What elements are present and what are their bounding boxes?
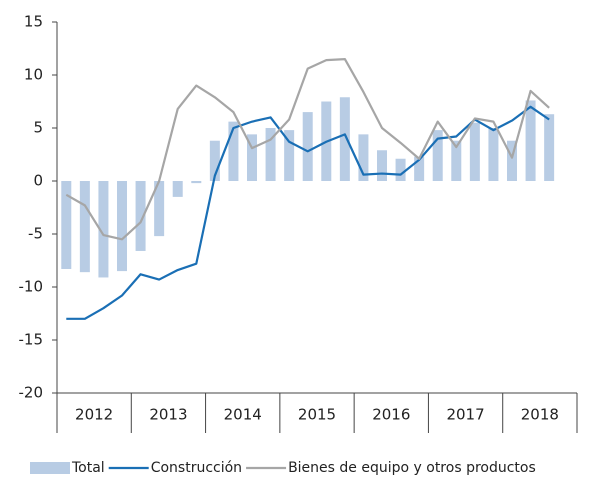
- bar: [135, 181, 146, 251]
- y-tick-label: -5: [28, 225, 43, 243]
- bar: [172, 181, 183, 197]
- bar: [488, 128, 499, 181]
- bar: [117, 181, 127, 272]
- y-tick-label: -15: [19, 331, 44, 349]
- year-label: 2012: [75, 406, 113, 424]
- legend-label: Total: [71, 460, 105, 476]
- year-label: 2016: [372, 406, 410, 424]
- year-label: 2013: [149, 406, 187, 424]
- bar: [544, 114, 555, 181]
- legend-label: Construcción: [151, 460, 242, 476]
- bar: [469, 122, 480, 181]
- bar: [339, 97, 350, 181]
- y-tick-label: 10: [24, 66, 43, 84]
- bar: [377, 150, 387, 181]
- year-label: 2018: [521, 406, 559, 424]
- bar: [432, 130, 443, 181]
- bar: [395, 158, 406, 181]
- y-tick-label: -10: [19, 278, 44, 296]
- bar: [228, 121, 239, 181]
- legend-label: Bienes de equipo y otros productos: [288, 460, 536, 476]
- line: [66, 105, 550, 320]
- y-tick-label: -20: [19, 384, 44, 402]
- legend-swatch: [30, 462, 70, 474]
- bar: [191, 181, 202, 184]
- year-label: 2014: [224, 406, 262, 424]
- bar: [154, 181, 165, 237]
- year-label: 2017: [446, 406, 484, 424]
- y-tick-label: 0: [33, 172, 43, 190]
- bar: [265, 128, 276, 181]
- line: [65, 57, 550, 241]
- bar: [247, 134, 257, 181]
- y-tick-label: 5: [33, 119, 43, 137]
- bar: [302, 112, 313, 181]
- y-tick-label: 15: [24, 13, 43, 31]
- bar: [525, 100, 536, 181]
- bar: [358, 134, 369, 181]
- bar: [507, 140, 517, 181]
- bar: [284, 130, 295, 181]
- bar: [209, 140, 220, 181]
- bar: [98, 181, 109, 278]
- year-label: 2015: [298, 406, 336, 424]
- bar: [451, 140, 462, 181]
- bar: [414, 156, 425, 181]
- bar: [61, 181, 72, 269]
- bar: [79, 181, 90, 273]
